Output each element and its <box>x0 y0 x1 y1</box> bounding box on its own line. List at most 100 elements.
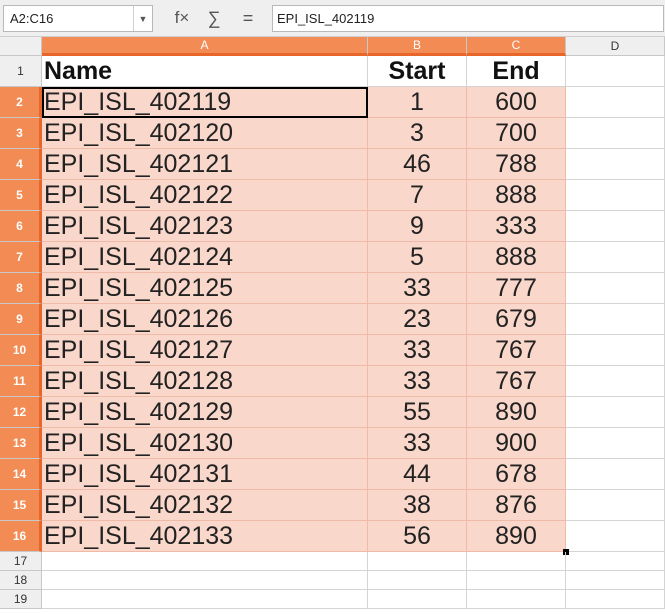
cell-name[interactable]: EPI_ISL_402128 <box>42 366 368 397</box>
cell-end[interactable]: 890 <box>467 397 566 428</box>
row-header-7[interactable]: 7 <box>0 242 42 273</box>
cell-end[interactable]: 888 <box>467 180 566 211</box>
cell-start[interactable]: 23 <box>368 304 467 335</box>
column-header-b[interactable]: B <box>368 37 467 56</box>
cell-start[interactable]: 33 <box>368 335 467 366</box>
cell-name[interactable]: EPI_ISL_402121 <box>42 149 368 180</box>
cell-end[interactable]: 888 <box>467 242 566 273</box>
cell-start[interactable]: 9 <box>368 211 467 242</box>
cell-name[interactable]: EPI_ISL_402126 <box>42 304 368 335</box>
cell-end[interactable]: 600 <box>467 87 566 118</box>
empty-cell[interactable] <box>566 571 665 590</box>
cell-d[interactable] <box>566 56 665 87</box>
empty-cell[interactable] <box>368 571 467 590</box>
cell-start[interactable]: 56 <box>368 521 467 552</box>
empty-cell[interactable] <box>566 552 665 571</box>
cell-d[interactable] <box>566 180 665 211</box>
row-header-17[interactable]: 17 <box>0 552 42 571</box>
cell-start[interactable]: 33 <box>368 273 467 304</box>
header-cell-start[interactable]: Start <box>368 56 467 87</box>
row-header-5[interactable]: 5 <box>0 180 42 211</box>
cell-d[interactable] <box>566 211 665 242</box>
cell-d[interactable] <box>566 397 665 428</box>
cell-end[interactable]: 876 <box>467 490 566 521</box>
cell-name[interactable]: EPI_ISL_402130 <box>42 428 368 459</box>
row-header-4[interactable]: 4 <box>0 149 42 180</box>
row-header-6[interactable]: 6 <box>0 211 42 242</box>
column-header-d[interactable]: D <box>566 37 665 56</box>
row-header-1[interactable]: 1 <box>0 56 42 87</box>
cell-name[interactable]: EPI_ISL_402131 <box>42 459 368 490</box>
cell-start[interactable]: 38 <box>368 490 467 521</box>
cell-name[interactable]: EPI_ISL_402132 <box>42 490 368 521</box>
cell-d[interactable] <box>566 118 665 149</box>
cell-d[interactable] <box>566 242 665 273</box>
selection-fill-handle[interactable] <box>563 549 569 555</box>
row-header-15[interactable]: 15 <box>0 490 42 521</box>
select-all-corner[interactable] <box>0 37 42 56</box>
cell-d[interactable] <box>566 459 665 490</box>
row-header-2[interactable]: 2 <box>0 87 42 118</box>
cell-d[interactable] <box>566 335 665 366</box>
chevron-down-icon[interactable]: ▼ <box>133 6 152 31</box>
cell-d[interactable] <box>566 273 665 304</box>
cell-name[interactable]: EPI_ISL_402123 <box>42 211 368 242</box>
row-header-8[interactable]: 8 <box>0 273 42 304</box>
cell-end[interactable]: 890 <box>467 521 566 552</box>
row-header-19[interactable]: 19 <box>0 590 42 609</box>
cell-end[interactable]: 678 <box>467 459 566 490</box>
spreadsheet-grid[interactable]: A B C D 1 Name Start End 2 EPI_ISL_402119 1 600 3 EPI… <box>0 37 665 614</box>
cell-start[interactable]: 46 <box>368 149 467 180</box>
column-header-c[interactable]: C <box>467 37 566 56</box>
cell-name[interactable]: EPI_ISL_402122 <box>42 180 368 211</box>
row-header-12[interactable]: 12 <box>0 397 42 428</box>
cell-start[interactable]: 55 <box>368 397 467 428</box>
empty-cell[interactable] <box>566 590 665 609</box>
cell-name[interactable]: EPI_ISL_402127 <box>42 335 368 366</box>
cell-end[interactable]: 333 <box>467 211 566 242</box>
cell-start[interactable]: 44 <box>368 459 467 490</box>
empty-cell[interactable] <box>467 571 566 590</box>
function-wizard-icon[interactable]: f× <box>174 8 190 27</box>
cell-d[interactable] <box>566 366 665 397</box>
equals-icon[interactable]: = <box>242 7 254 28</box>
cell-start[interactable]: 7 <box>368 180 467 211</box>
row-header-3[interactable]: 3 <box>0 118 42 149</box>
cell-name[interactable]: EPI_ISL_402120 <box>42 118 368 149</box>
cell-start[interactable]: 3 <box>368 118 467 149</box>
cell-name[interactable]: EPI_ISL_402119 <box>42 87 368 118</box>
cell-end[interactable]: 767 <box>467 366 566 397</box>
empty-cell[interactable] <box>42 571 368 590</box>
cell-end[interactable]: 777 <box>467 273 566 304</box>
column-header-a[interactable]: A <box>42 37 368 56</box>
cell-end[interactable]: 767 <box>467 335 566 366</box>
empty-cell[interactable] <box>42 590 368 609</box>
cell-end[interactable]: 700 <box>467 118 566 149</box>
empty-cell[interactable] <box>42 552 368 571</box>
cell-start[interactable]: 1 <box>368 87 467 118</box>
cell-end[interactable]: 900 <box>467 428 566 459</box>
cell-end[interactable]: 788 <box>467 149 566 180</box>
empty-cell[interactable] <box>368 552 467 571</box>
cell-d[interactable] <box>566 490 665 521</box>
row-header-10[interactable]: 10 <box>0 335 42 366</box>
cell-d[interactable] <box>566 304 665 335</box>
row-header-9[interactable]: 9 <box>0 304 42 335</box>
row-header-14[interactable]: 14 <box>0 459 42 490</box>
cell-name[interactable]: EPI_ISL_402129 <box>42 397 368 428</box>
cell-d[interactable] <box>566 87 665 118</box>
header-cell-name[interactable]: Name <box>42 56 368 87</box>
row-header-11[interactable]: 11 <box>0 366 42 397</box>
cell-start[interactable]: 33 <box>368 366 467 397</box>
empty-cell[interactable] <box>467 552 566 571</box>
row-header-18[interactable]: 18 <box>0 571 42 590</box>
cell-end[interactable]: 679 <box>467 304 566 335</box>
empty-cell[interactable] <box>467 590 566 609</box>
header-cell-end[interactable]: End <box>467 56 566 87</box>
cell-d[interactable] <box>566 428 665 459</box>
formula-input[interactable]: EPI_ISL_402119 <box>272 5 664 32</box>
sum-icon[interactable]: ∑ <box>207 7 221 28</box>
cell-start[interactable]: 33 <box>368 428 467 459</box>
cell-name[interactable]: EPI_ISL_402124 <box>42 242 368 273</box>
empty-cell[interactable] <box>368 590 467 609</box>
